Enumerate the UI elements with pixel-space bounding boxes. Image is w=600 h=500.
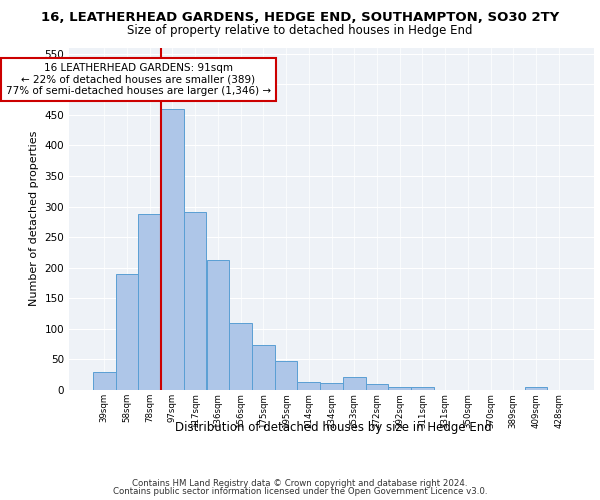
Bar	[229, 322, 252, 390]
Text: 16 LEATHERHEAD GARDENS: 91sqm
← 22% of detached houses are smaller (389)
77% of : 16 LEATHERHEAD GARDENS: 91sqm ← 22% of d…	[6, 63, 271, 96]
Bar	[206, 260, 229, 390]
Text: Contains HM Land Registry data © Crown copyright and database right 2024.: Contains HM Land Registry data © Crown c…	[132, 479, 468, 488]
Text: Contains public sector information licensed under the Open Government Licence v3: Contains public sector information licen…	[113, 487, 487, 496]
Bar	[252, 344, 275, 390]
Bar	[116, 274, 139, 390]
Text: 16, LEATHERHEAD GARDENS, HEDGE END, SOUTHAMPTON, SO30 2TY: 16, LEATHERHEAD GARDENS, HEDGE END, SOUT…	[41, 11, 559, 24]
Bar	[411, 387, 434, 390]
Bar	[161, 108, 184, 390]
Bar	[139, 214, 161, 390]
Bar	[388, 387, 411, 390]
Bar	[298, 382, 320, 390]
Bar	[275, 362, 298, 390]
Text: Size of property relative to detached houses in Hedge End: Size of property relative to detached ho…	[127, 24, 473, 37]
Bar	[184, 212, 206, 390]
Bar	[365, 384, 388, 390]
Bar	[343, 377, 365, 390]
Bar	[93, 372, 116, 390]
Text: Distribution of detached houses by size in Hedge End: Distribution of detached houses by size …	[175, 421, 491, 434]
Bar	[320, 382, 343, 390]
Y-axis label: Number of detached properties: Number of detached properties	[29, 131, 39, 306]
Bar	[524, 387, 547, 390]
